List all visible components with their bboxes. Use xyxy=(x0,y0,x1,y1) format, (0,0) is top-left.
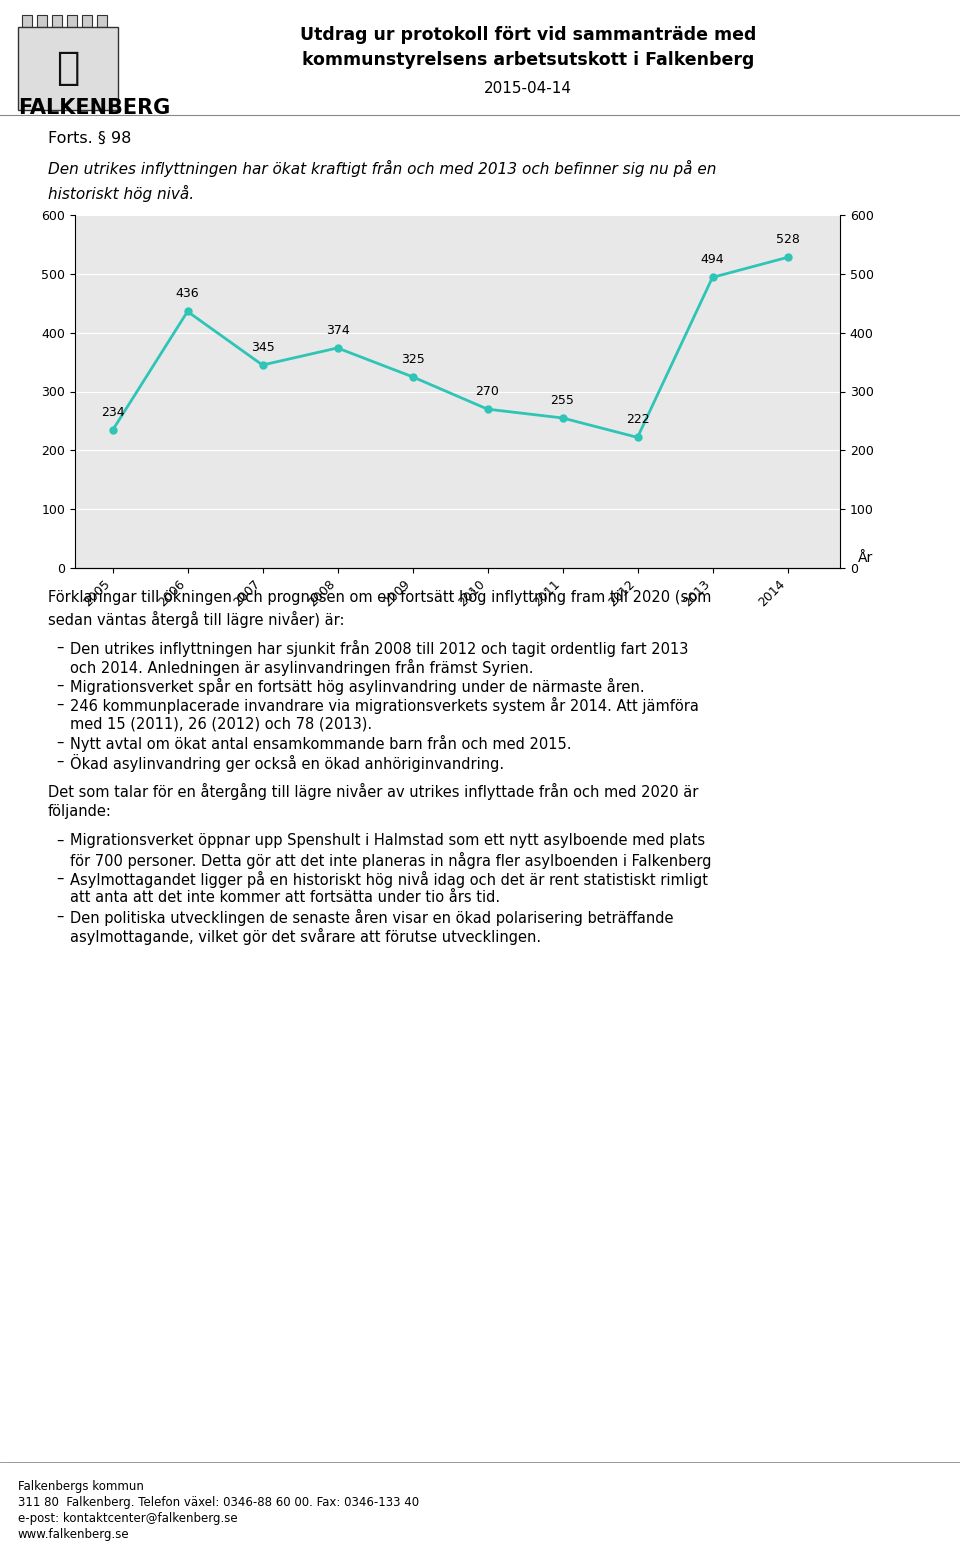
Bar xyxy=(22,16,32,27)
Text: –: – xyxy=(56,870,63,886)
Text: sedan väntas återgå till lägre nivåer) är:: sedan väntas återgå till lägre nivåer) ä… xyxy=(48,612,345,629)
Text: 🐦: 🐦 xyxy=(57,49,80,86)
Text: 528: 528 xyxy=(776,234,800,246)
Text: att anta att det inte kommer att fortsätta under tio års tid.: att anta att det inte kommer att fortsät… xyxy=(70,891,500,905)
Text: Migrationsverket spår en fortsätt hög asylinvandring under de närmaste åren.: Migrationsverket spår en fortsätt hög as… xyxy=(70,677,644,695)
Text: 494: 494 xyxy=(701,254,724,267)
Text: för 700 personer. Detta gör att det inte planeras in några fler asylboenden i Fa: för 700 personer. Detta gör att det inte… xyxy=(70,851,711,869)
Text: Forts. § 98: Forts. § 98 xyxy=(48,130,132,146)
Text: 325: 325 xyxy=(400,353,424,365)
Text: Det som talar för en återgång till lägre nivåer av utrikes inflyttade från och m: Det som talar för en återgång till lägre… xyxy=(48,782,698,800)
Text: Nytt avtal om ökat antal ensamkommande barn från och med 2015.: Nytt avtal om ökat antal ensamkommande b… xyxy=(70,735,571,753)
Text: Falkenbergs kommun: Falkenbergs kommun xyxy=(18,1480,144,1493)
Text: –: – xyxy=(56,833,63,848)
Text: 436: 436 xyxy=(176,287,200,301)
Bar xyxy=(18,27,118,110)
Text: 2015-04-14: 2015-04-14 xyxy=(484,80,572,96)
Text: 234: 234 xyxy=(101,406,124,419)
Text: med 15 (2011), 26 (2012) och 78 (2013).: med 15 (2011), 26 (2012) och 78 (2013). xyxy=(70,717,372,731)
Text: Den utrikes inflyttningen har ökat kraftigt från och med 2013 och befinner sig n: Den utrikes inflyttningen har ökat kraft… xyxy=(48,160,716,177)
Text: År: År xyxy=(858,550,874,564)
Text: Ökad asylinvandring ger också en ökad anhöriginvandring.: Ökad asylinvandring ger också en ökad an… xyxy=(70,754,504,771)
Text: FALKENBERG: FALKENBERG xyxy=(18,99,170,118)
Text: 311 80  Falkenberg. Telefon växel: 0346-88 60 00. Fax: 0346-133 40: 311 80 Falkenberg. Telefon växel: 0346-8… xyxy=(18,1496,420,1508)
Text: Asylmottagandet ligger på en historiskt hög nivå idag och det är rent statistisk: Asylmottagandet ligger på en historiskt … xyxy=(70,870,708,887)
Text: 222: 222 xyxy=(626,414,649,426)
Bar xyxy=(37,16,47,27)
Text: –: – xyxy=(56,640,63,655)
Text: historiskt hög nivå.: historiskt hög nivå. xyxy=(48,185,194,202)
Bar xyxy=(52,16,62,27)
Text: 255: 255 xyxy=(551,394,574,406)
Text: 270: 270 xyxy=(475,386,499,398)
Text: –: – xyxy=(56,677,63,693)
Text: och 2014. Anledningen är asylinvandringen från främst Syrien.: och 2014. Anledningen är asylinvandringe… xyxy=(70,659,534,676)
Text: 345: 345 xyxy=(251,340,275,354)
Text: 374: 374 xyxy=(325,325,349,337)
Text: asylmottagande, vilket gör det svårare att förutse utvecklingen.: asylmottagande, vilket gör det svårare a… xyxy=(70,928,541,946)
Bar xyxy=(67,16,77,27)
Text: 246 kommunplacerade invandrare via migrationsverkets system år 2014. Att jämföra: 246 kommunplacerade invandrare via migra… xyxy=(70,698,699,713)
Text: –: – xyxy=(56,735,63,750)
Text: e-post: kontaktcenter@falkenberg.se: e-post: kontaktcenter@falkenberg.se xyxy=(18,1512,238,1526)
Bar xyxy=(97,16,107,27)
Text: Den politiska utvecklingen de senaste åren visar en ökad polarisering beträffand: Den politiska utvecklingen de senaste år… xyxy=(70,909,674,927)
Text: kommunstyrelsens arbetsutskott i Falkenberg: kommunstyrelsens arbetsutskott i Falkenb… xyxy=(301,52,755,69)
Text: –: – xyxy=(56,698,63,712)
Text: följande:: följande: xyxy=(48,804,112,818)
Text: Den utrikes inflyttningen har sjunkit från 2008 till 2012 och tagit ordentlig fa: Den utrikes inflyttningen har sjunkit fr… xyxy=(70,640,688,657)
Bar xyxy=(82,16,92,27)
Text: Utdrag ur protokoll fört vid sammanträde med: Utdrag ur protokoll fört vid sammanträde… xyxy=(300,27,756,44)
Text: –: – xyxy=(56,754,63,768)
Text: –: – xyxy=(56,909,63,924)
Text: www.falkenberg.se: www.falkenberg.se xyxy=(18,1527,130,1541)
Text: Migrationsverket öppnar upp Spenshult i Halmstad som ett nytt asylboende med pla: Migrationsverket öppnar upp Spenshult i … xyxy=(70,833,706,848)
Text: Förklaringar till ökningen och prognosen om en fortsätt hög inflyttning fram til: Förklaringar till ökningen och prognosen… xyxy=(48,590,711,605)
